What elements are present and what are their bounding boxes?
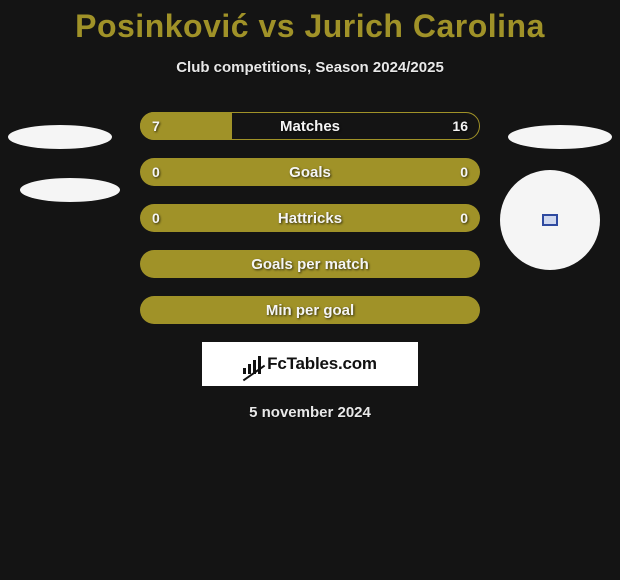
source-logo[interactable]: FcTables.com bbox=[202, 342, 418, 386]
stat-value-right: 16 bbox=[452, 112, 468, 140]
page-subtitle: Club competitions, Season 2024/2025 bbox=[0, 59, 620, 76]
stat-label: Min per goal bbox=[140, 296, 480, 324]
source-logo-text: FcTables.com bbox=[267, 354, 377, 374]
stat-row-matches: 7 Matches 16 bbox=[140, 112, 480, 140]
stats-section: 7 Matches 16 0 Goals 0 0 Hattricks 0 Goa… bbox=[0, 112, 620, 421]
stat-label: Hattricks bbox=[140, 204, 480, 232]
stat-row-hattricks: 0 Hattricks 0 bbox=[140, 204, 480, 232]
stat-row-min-per-goal: Min per goal bbox=[140, 296, 480, 324]
stat-row-goals-per-match: Goals per match bbox=[140, 250, 480, 278]
stat-row-goals: 0 Goals 0 bbox=[140, 158, 480, 186]
page-title: Posinković vs Jurich Carolina bbox=[0, 0, 620, 45]
stat-label: Goals per match bbox=[140, 250, 480, 278]
chart-icon bbox=[243, 354, 261, 374]
stat-label: Matches bbox=[140, 112, 480, 140]
date-label: 5 november 2024 bbox=[0, 404, 620, 421]
stat-label: Goals bbox=[140, 158, 480, 186]
stat-value-right: 0 bbox=[460, 204, 468, 232]
stat-value-right: 0 bbox=[460, 158, 468, 186]
